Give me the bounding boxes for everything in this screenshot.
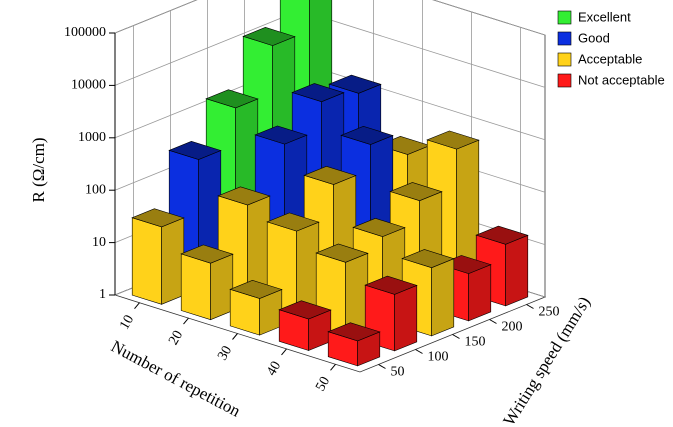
bar	[327, 322, 381, 367]
bar-top	[205, 89, 259, 109]
bar-top	[389, 182, 443, 202]
bar-top	[364, 275, 418, 295]
bar	[278, 300, 332, 351]
legend-swatch	[557, 10, 572, 25]
x-tick-label: 20	[166, 328, 186, 348]
tick-mark	[183, 317, 189, 325]
tick-mark	[526, 304, 534, 309]
legend-swatch	[557, 52, 572, 67]
bar-face	[131, 217, 162, 305]
z-tick-label: 1000	[78, 130, 106, 145]
bar-top	[475, 225, 529, 245]
tick-mark	[415, 349, 423, 354]
legend-label: Not acceptable	[578, 72, 665, 87]
bar-face	[180, 253, 211, 321]
bar-face	[505, 234, 529, 307]
z-tick-label: 100000	[64, 25, 106, 40]
tick-mark	[281, 348, 287, 356]
bar-face	[431, 258, 455, 337]
z-tick-label: 10000	[71, 78, 106, 93]
x-tick-label: 30	[215, 344, 235, 364]
bar-top	[340, 125, 394, 145]
tick-mark	[330, 363, 336, 371]
bar-top	[242, 26, 296, 46]
bar-top	[217, 186, 271, 206]
bar-top	[168, 140, 222, 160]
tick-mark	[134, 302, 140, 310]
x-tick-label: 10	[117, 313, 137, 333]
tick-mark	[378, 364, 386, 369]
bar-top	[401, 249, 455, 269]
bar-top	[426, 130, 480, 150]
bar-face	[161, 217, 185, 305]
bar-top	[303, 165, 357, 185]
tick-mark	[489, 319, 497, 324]
bar	[229, 279, 283, 336]
tick-mark	[452, 334, 460, 339]
y-tick-label: 200	[502, 320, 523, 335]
tick-mark	[232, 333, 238, 340]
bar-top	[254, 125, 308, 145]
grid-line	[432, 0, 546, 36]
bar-top	[291, 83, 345, 103]
z-tick-label: 1	[99, 287, 106, 302]
bar-top	[328, 74, 382, 94]
x-tick-label: 50	[313, 374, 333, 394]
bar-top	[266, 212, 320, 232]
bar-top	[315, 243, 369, 263]
z-axis-title: R (Ω/cm)	[29, 137, 48, 202]
bar-top	[278, 300, 332, 320]
legend-label: Acceptable	[578, 51, 642, 66]
bar-top	[180, 244, 234, 264]
legend-swatch	[557, 31, 572, 46]
legend-swatch	[557, 73, 572, 88]
bar-face	[468, 264, 492, 322]
y-tick-label: 250	[539, 305, 560, 320]
y-tick-label: 150	[465, 335, 486, 350]
z-tick-label: 10	[92, 235, 106, 250]
y-tick-label: 50	[391, 365, 405, 380]
y-tick-label: 100	[428, 350, 449, 365]
bar-top	[327, 322, 381, 342]
bar-top	[352, 217, 406, 237]
grid-line	[114, 0, 198, 34]
bar	[180, 244, 234, 321]
bar-top	[131, 208, 185, 228]
x-tick-label: 40	[264, 359, 284, 379]
legend-label: Good	[578, 30, 610, 45]
bar-face	[394, 284, 418, 352]
bar-face	[210, 253, 234, 321]
legend-label: Excellent	[578, 9, 631, 24]
bar-top	[229, 279, 283, 299]
bar	[131, 208, 185, 305]
z-tick-label: 100	[85, 182, 106, 197]
